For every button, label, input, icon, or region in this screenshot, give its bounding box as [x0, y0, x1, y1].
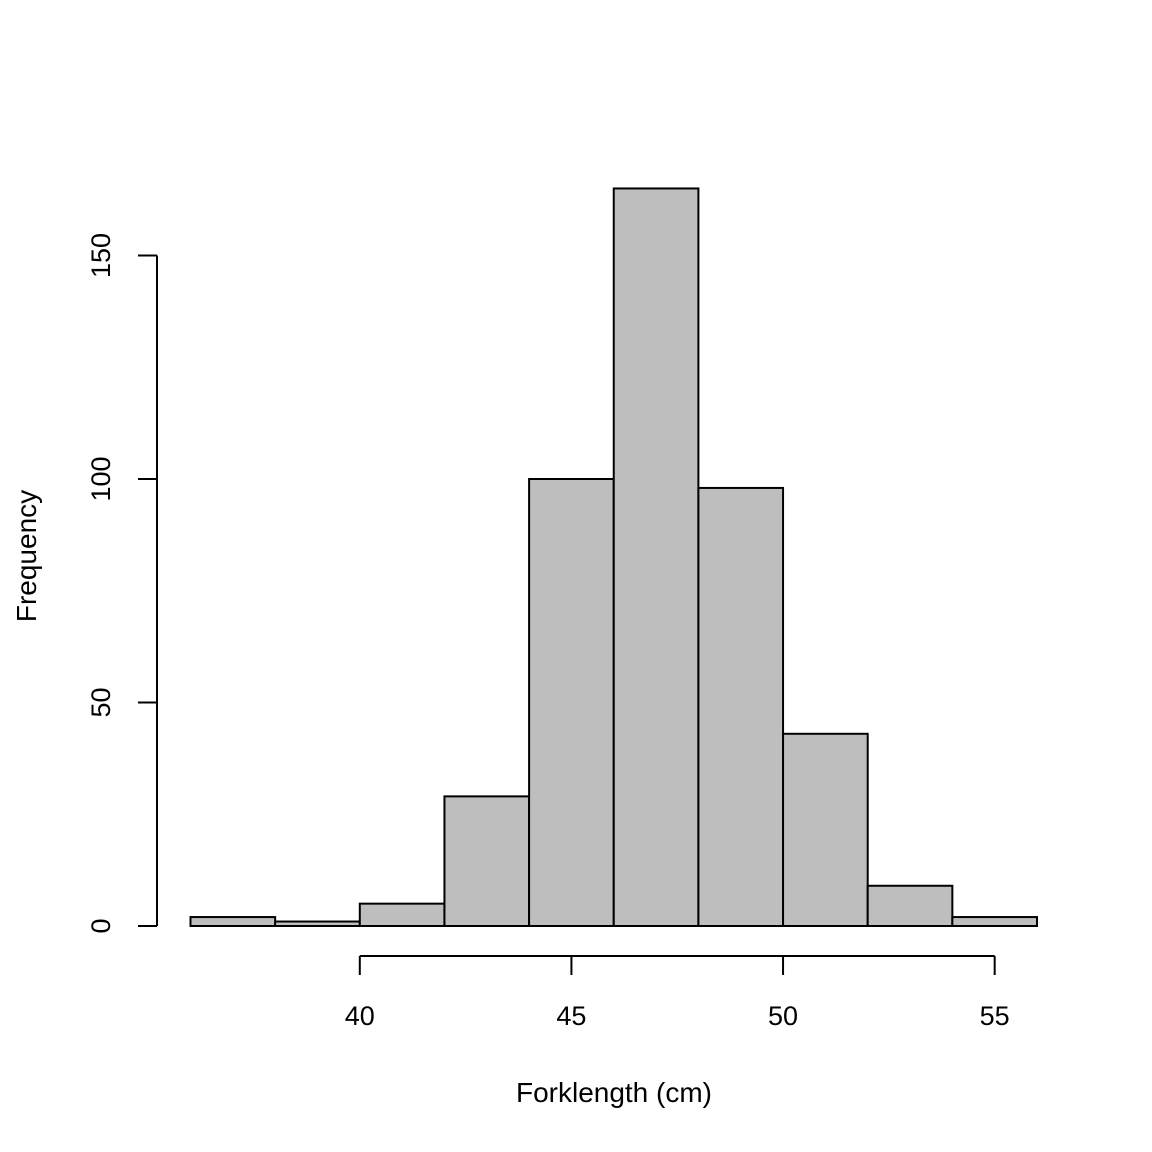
- x-tick-label: 50: [768, 1001, 798, 1031]
- histogram-bar: [443, 795, 531, 927]
- bars: [189, 187, 1038, 928]
- x-axis-title: Forklength (cm): [516, 1077, 712, 1108]
- histogram-bar: [189, 916, 277, 927]
- histogram-bar: [951, 916, 1038, 927]
- histogram-bar: [358, 902, 446, 928]
- y-tick-label: 50: [86, 687, 116, 717]
- x-tick-label: 45: [556, 1001, 586, 1031]
- x-tick-label: 40: [345, 1001, 375, 1031]
- histogram-bar: [782, 732, 869, 927]
- y-axis-title: Frequency: [11, 490, 42, 622]
- histogram-bar: [612, 187, 700, 927]
- y-axis: 0 50 100 150: [86, 233, 158, 934]
- y-tick-label: 150: [86, 233, 116, 278]
- x-axis: 40 45 50 55: [345, 955, 1010, 1031]
- histogram-bar: [528, 478, 615, 927]
- y-tick-label: 0: [86, 918, 116, 933]
- histogram-bar: [866, 884, 954, 928]
- histogram-bar: [274, 920, 361, 928]
- y-tick-label: 100: [86, 456, 116, 501]
- histogram-bar: [697, 486, 785, 927]
- x-tick-label: 55: [980, 1001, 1010, 1031]
